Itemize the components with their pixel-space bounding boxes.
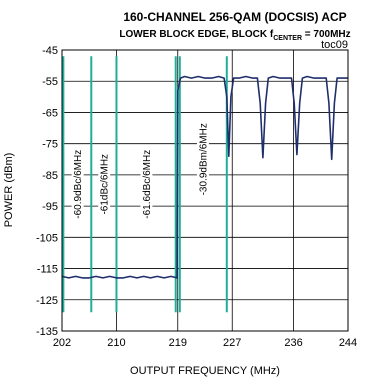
annotation-label: -61dBc/6MHz bbox=[100, 154, 111, 215]
y-tick-label: -125 bbox=[36, 295, 58, 307]
chart-title: 160-CHANNEL 256-QAM (DOCSIS) ACP bbox=[123, 10, 346, 24]
figure-id: toc09 bbox=[321, 39, 348, 51]
x-tick-label: 236 bbox=[284, 337, 302, 349]
annotation-background bbox=[71, 147, 84, 222]
y-tick-label: -75 bbox=[42, 139, 58, 151]
annotations: -60.9dBc/6MHz -61dBc/6MHz -61.6dBc/6MHz -30… bbox=[71, 122, 209, 222]
x-tick-label: 210 bbox=[107, 337, 125, 349]
annotation-label: -61.6dBc/6MHz bbox=[142, 150, 153, 219]
y-tick-label: -95 bbox=[42, 201, 58, 213]
series-line bbox=[61, 75, 348, 279]
y-tick-label: -105 bbox=[36, 232, 58, 244]
plot-frame bbox=[61, 49, 349, 332]
y-tick-label: -65 bbox=[42, 107, 58, 119]
series-layer bbox=[61, 75, 348, 279]
y-tick-labels: -45 -55 -65 -75 -85 -95 -105 -115 -125 -135 bbox=[36, 45, 58, 338]
y-tick-label: -45 bbox=[42, 45, 58, 57]
y-axis-label: POWER (dBm) bbox=[3, 153, 15, 228]
x-tick-label: 244 bbox=[339, 337, 357, 349]
subtitle-suffix: = 700MHz bbox=[302, 29, 351, 40]
x-axis-label: OUTPUT FREQUENCY (MHz) bbox=[130, 365, 280, 377]
x-tick-labels: 202 210 219 227 236 244 bbox=[53, 337, 357, 349]
x-tick-label: 227 bbox=[223, 337, 241, 349]
y-tick-label: -115 bbox=[37, 264, 58, 276]
x-tick-label: 202 bbox=[53, 337, 71, 349]
subtitle-subscript: CENTER bbox=[273, 35, 302, 42]
annotation-background bbox=[140, 147, 153, 222]
y-tick-label: -85 bbox=[42, 170, 58, 182]
annotation-label: -60.9dBc/6MHz bbox=[73, 150, 84, 219]
annotation-background bbox=[196, 122, 209, 197]
x-tick-label: 219 bbox=[169, 337, 187, 349]
y-tick-label: -135 bbox=[36, 326, 58, 338]
annotation-label: -30.9dBm/6MHz bbox=[198, 123, 209, 195]
annotation-background bbox=[98, 147, 111, 222]
chart-subtitle: LOWER BLOCK EDGE, BLOCK fCENTER = 700MHz bbox=[119, 29, 350, 42]
y-tick-label: -55 bbox=[42, 76, 58, 88]
subtitle-prefix: LOWER BLOCK EDGE, BLOCK f bbox=[119, 29, 274, 40]
